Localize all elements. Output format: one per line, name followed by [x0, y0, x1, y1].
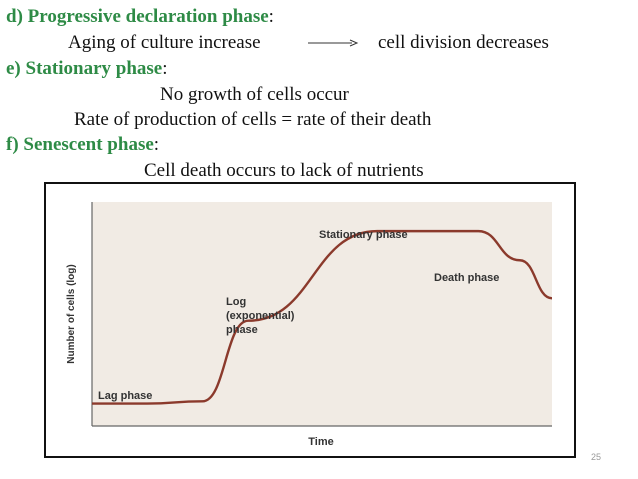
annotation-log-phase-line2: (exponential) — [226, 310, 295, 322]
section-e-line2: Rate of production of cells = rate of th… — [74, 109, 432, 130]
annotation-lag-phase: Lag phase — [98, 390, 152, 402]
section-d-left-text: Aging of culture increase — [68, 32, 261, 53]
growth-curve-chart: Number of cells (log) Time Lag phase Log… — [66, 202, 553, 448]
right-arrow-icon — [308, 39, 359, 47]
annotation-death-phase: Death phase — [434, 272, 499, 284]
section-e-colon: : — [162, 58, 168, 79]
annotation-log-phase-line1: Log — [226, 296, 246, 308]
y-axis-label: Number of cells (log) — [66, 264, 77, 363]
annotation-stationary-phase: Stationary phase — [319, 229, 408, 241]
section-d-marker: d) — [6, 6, 23, 27]
growth-curve-line — [92, 229, 553, 405]
growth-curve-figure: Number of cells (log) Time Lag phase Log… — [44, 182, 576, 458]
section-d-title: Progressive declaration phase — [27, 6, 269, 27]
plot-background — [92, 202, 552, 426]
section-f-marker: f) — [6, 134, 19, 155]
section-d-heading: d) Progressive declaration phase: — [6, 6, 274, 28]
section-d-right-text: cell division decreases — [378, 32, 549, 53]
section-e-heading: e) Stationary phase: — [6, 58, 168, 80]
x-axis-label: Time — [308, 436, 333, 448]
section-d-colon: : — [268, 6, 274, 27]
section-f-heading: f) Senescent phase: — [6, 134, 159, 156]
section-e-line1: No growth of cells occur — [160, 84, 349, 105]
section-e-title: Stationary phase — [25, 58, 163, 79]
annotation-log-phase-line3: phase — [226, 324, 258, 336]
section-f-line1: Cell death occurs to lack of nutrients — [144, 160, 424, 181]
section-f-colon: : — [153, 134, 160, 155]
section-e-marker: e) — [6, 58, 21, 79]
page-number: 25 — [591, 452, 602, 462]
section-f-title: Senescent phase — [23, 134, 154, 155]
